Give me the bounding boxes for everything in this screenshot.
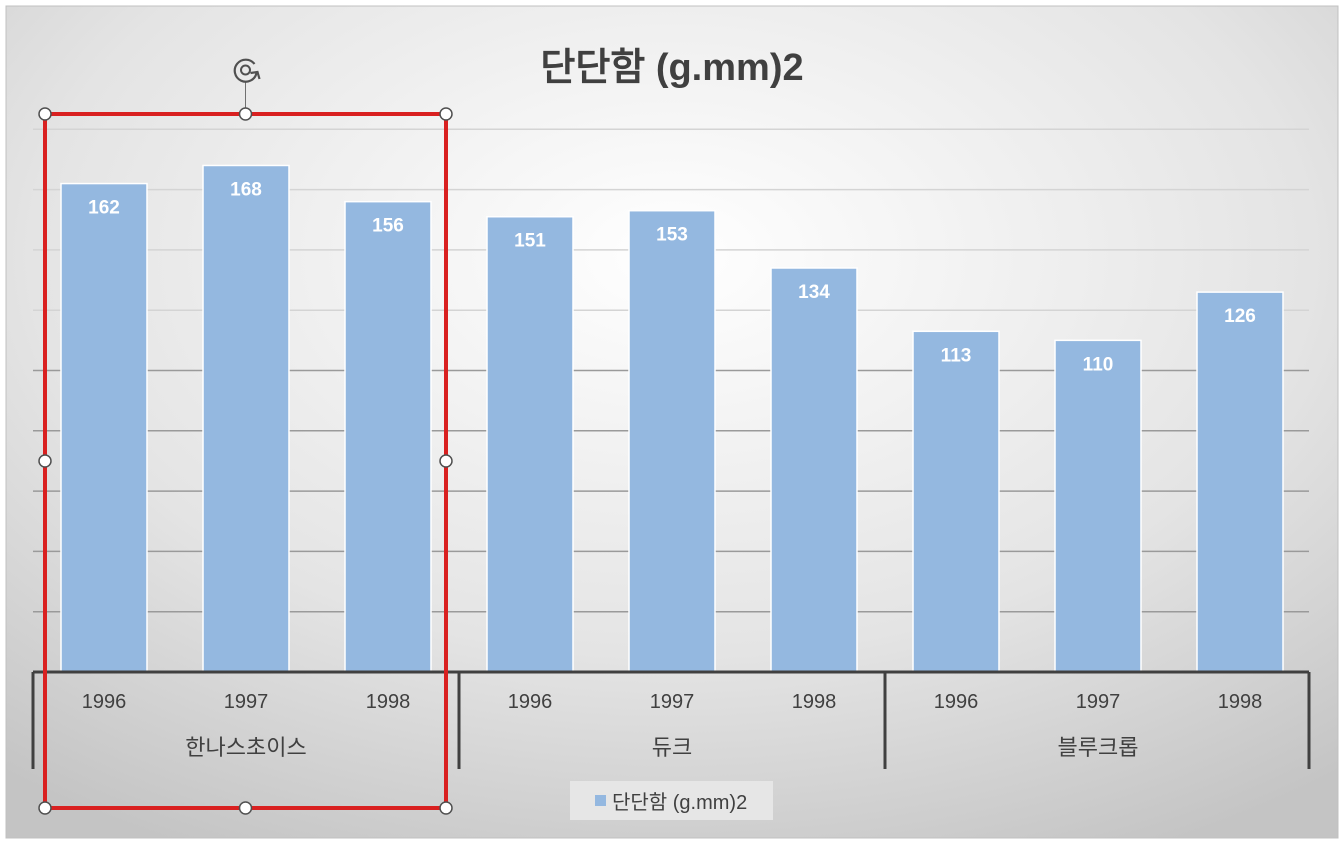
bar [1054, 339, 1142, 673]
bar [344, 200, 432, 673]
resize-handle[interactable] [439, 107, 453, 121]
chart-title: 단단함 (g.mm)2 [540, 47, 803, 89]
rotate-arrow [250, 70, 261, 80]
resize-handle[interactable] [238, 801, 253, 815]
data-label: 134 [798, 282, 830, 303]
rotate-icon[interactable] [233, 58, 261, 83]
legend-entry: 단단함 (g.mm)2 [612, 791, 747, 814]
data-label: 162 [88, 198, 120, 219]
tick-label: 1998 [1218, 691, 1263, 713]
resize-handle[interactable] [38, 801, 52, 815]
resize-handle[interactable] [238, 107, 253, 121]
bar [486, 215, 574, 673]
data-label: 126 [1224, 306, 1256, 327]
group-label: 듀크 [652, 735, 692, 760]
tick-label: 1998 [792, 691, 837, 713]
legend[interactable]: 단단함 (g.mm)2 [570, 781, 773, 820]
data-label: 151 [514, 231, 546, 252]
bars: 162 168 156 151 153 134 113 110 126 [60, 164, 1284, 673]
bar [1196, 291, 1284, 673]
group-label: 블루크롭 [1058, 735, 1139, 760]
resize-handle[interactable] [38, 454, 52, 468]
tick-label: 1996 [934, 691, 979, 713]
selection-frame[interactable] [38, 58, 453, 815]
tick-label: 1996 [508, 691, 553, 713]
resize-handle[interactable] [439, 801, 453, 815]
tick-label: 1998 [366, 691, 411, 713]
bar [628, 209, 716, 673]
data-label: 168 [230, 179, 262, 200]
rotate-center [240, 64, 251, 76]
data-label: 110 [1083, 354, 1114, 375]
data-label: 156 [372, 216, 404, 237]
rotate-arc [233, 58, 258, 83]
tick-label: 1997 [1076, 691, 1121, 713]
tick-label: 1996 [82, 691, 127, 713]
group-label: 한나스초이스 [185, 735, 306, 760]
bar [202, 164, 290, 673]
legend-swatch [595, 795, 606, 806]
bar [60, 182, 148, 673]
resize-handle[interactable] [38, 107, 52, 121]
tick-label: 1997 [224, 691, 269, 713]
data-label: 153 [656, 225, 688, 246]
tick-label: 1997 [650, 691, 695, 713]
data-label: 113 [941, 345, 972, 366]
bar [770, 267, 858, 673]
category-axis: 1996 1997 1998 한나스초이스 1996 1997 1998 듀크 1996 1997… [31, 670, 1311, 769]
bar [912, 330, 1000, 673]
resize-handle[interactable] [439, 454, 453, 468]
